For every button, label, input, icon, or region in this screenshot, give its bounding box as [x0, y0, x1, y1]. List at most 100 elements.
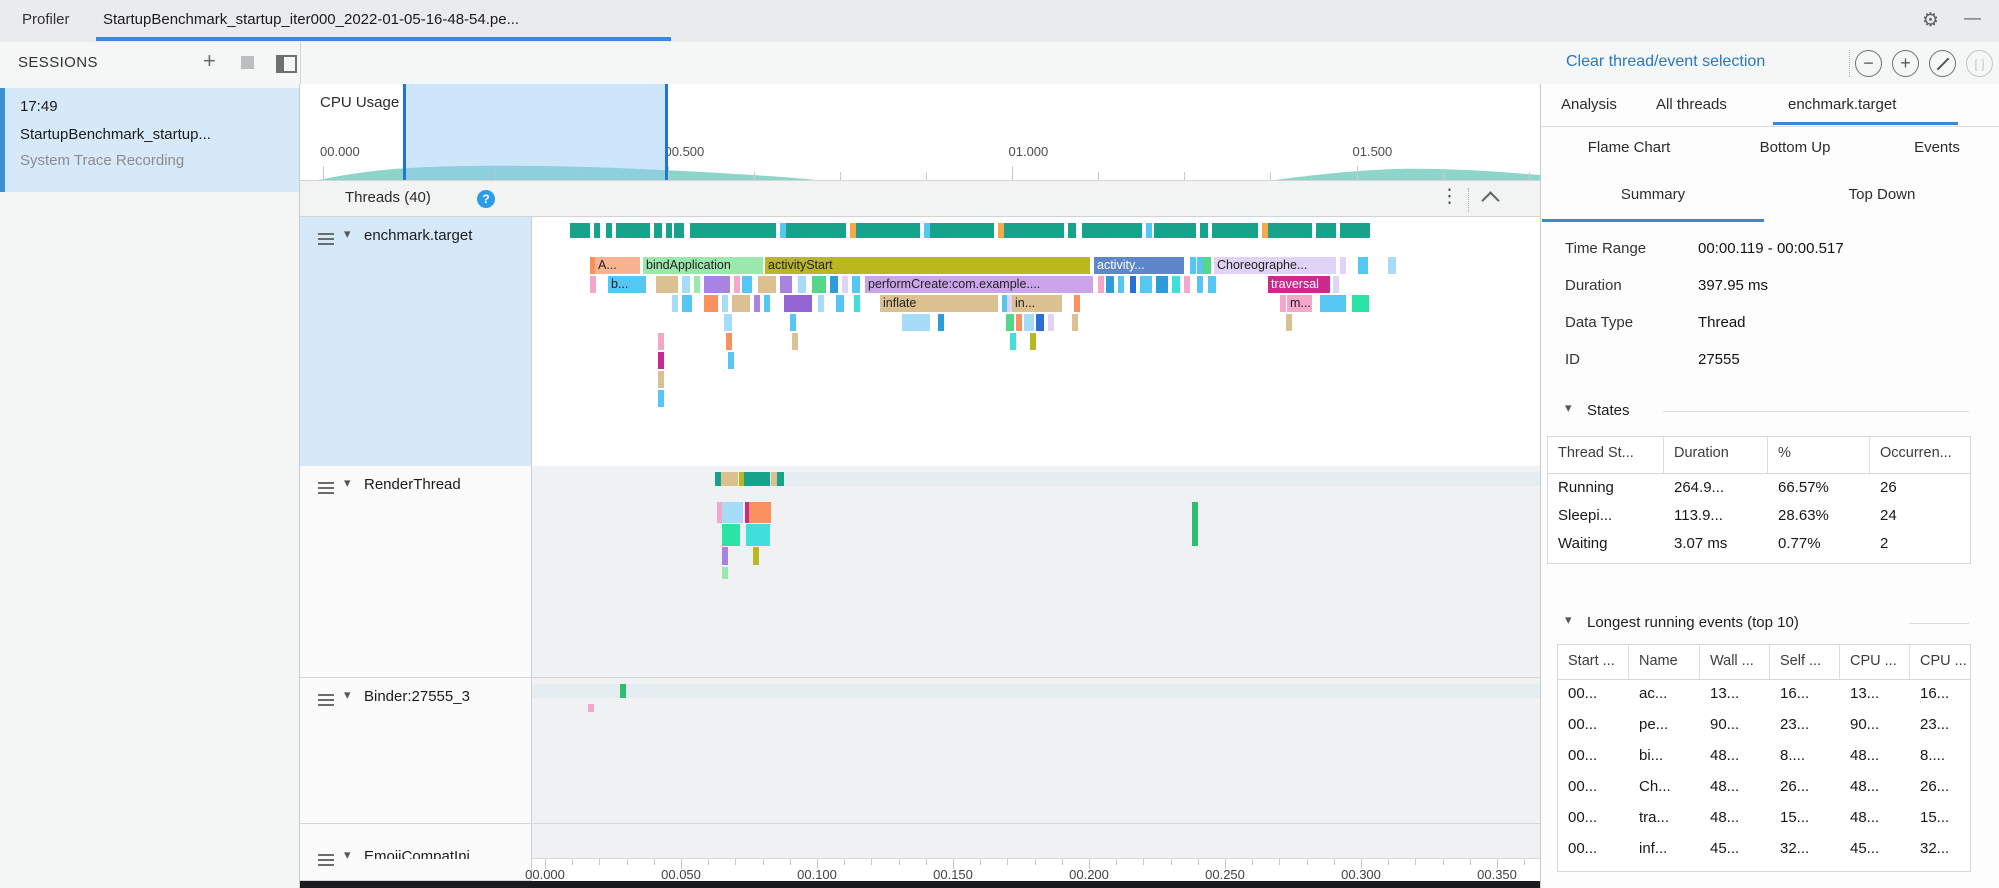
trace-event-tick[interactable]	[722, 502, 743, 523]
trace-event-tick[interactable]	[790, 314, 796, 331]
trace-event[interactable]: bindApplication	[643, 257, 763, 274]
trace-event-tick[interactable]	[726, 333, 732, 350]
table-cell[interactable]: 0.77%	[1778, 535, 1821, 552]
table-cell[interactable]: bi...	[1639, 747, 1664, 764]
table-cell[interactable]: 48...	[1850, 778, 1880, 795]
table-cell[interactable]: 13...	[1710, 685, 1740, 702]
trace-event[interactable]: activity...	[1094, 257, 1184, 274]
minimize-icon[interactable]: —	[1964, 8, 1981, 27]
table-cell[interactable]: inf...	[1639, 840, 1668, 857]
table-cell[interactable]: 66.57%	[1778, 479, 1829, 496]
collapse-panel-icon[interactable]	[276, 55, 297, 73]
trace-event-tick[interactable]	[842, 276, 848, 293]
trace-event-tick[interactable]	[721, 472, 738, 486]
trace-event-tick[interactable]	[734, 276, 740, 293]
thread-row-binder-27555-3[interactable]: ▾ Binder:27555_3	[300, 678, 1540, 824]
table-cell[interactable]: Ch...	[1639, 778, 1671, 795]
trace-event-tick[interactable]	[1004, 223, 1064, 238]
trace-event-tick[interactable]	[722, 547, 728, 565]
table-cell[interactable]: 13...	[1850, 685, 1880, 702]
trace-event[interactable]: Choreographe...	[1214, 257, 1336, 274]
trace-event-tick[interactable]	[532, 684, 1540, 698]
table-cell[interactable]: 23...	[1920, 716, 1950, 733]
trace-event-tick[interactable]	[1172, 276, 1180, 293]
column-header[interactable]: Duration	[1664, 437, 1768, 473]
trace-event-tick[interactable]	[746, 524, 770, 546]
trace-event-tick[interactable]	[722, 295, 728, 312]
trace-event-tick[interactable]	[1184, 276, 1190, 293]
trace-event-tick[interactable]	[1340, 257, 1346, 274]
trace-event-tick[interactable]	[682, 295, 692, 312]
trace-event-tick[interactable]	[1106, 276, 1114, 293]
trace-event-tick[interactable]	[1358, 257, 1368, 274]
table-cell[interactable]: Sleepi...	[1558, 507, 1613, 524]
caret-down-icon[interactable]: ▾	[344, 687, 351, 702]
clear-selection-link[interactable]: Clear thread/event selection	[1566, 53, 1766, 70]
session-list-item[interactable]: 17:49 StartupBenchmark_startup... System…	[0, 88, 299, 192]
trace-event-tick[interactable]	[1320, 295, 1346, 312]
trace-event-tick[interactable]	[570, 223, 590, 238]
profiler-menu-label[interactable]: Profiler	[22, 11, 70, 28]
caret-down-icon[interactable]: ▾	[1565, 612, 1572, 627]
table-cell[interactable]: 8....	[1920, 747, 1946, 764]
trace-event-tick[interactable]	[749, 502, 771, 523]
trace-event-tick[interactable]	[1388, 257, 1396, 274]
table-cell[interactable]: 16...	[1920, 685, 1950, 702]
trace-event-tick[interactable]	[739, 472, 745, 486]
thread-row-enchmark-target[interactable]: ▾ enchmark.target A... bindApplication activ…	[300, 217, 1540, 466]
trace-event-tick[interactable]	[1286, 314, 1292, 331]
trace-event-tick[interactable]	[1352, 295, 1369, 312]
trace-event-tick[interactable]	[1130, 276, 1136, 293]
trace-event-tick[interactable]	[1002, 295, 1008, 312]
table-cell[interactable]: Running	[1558, 479, 1614, 496]
table-cell[interactable]: 45...	[1710, 840, 1740, 857]
table-cell[interactable]: ac...	[1639, 685, 1668, 702]
trace-event-tick[interactable]	[1208, 276, 1216, 293]
caret-down-icon[interactable]: ▾	[1565, 400, 1572, 415]
table-cell[interactable]: tra...	[1639, 809, 1670, 826]
trace-event-tick[interactable]	[1262, 223, 1268, 238]
trace-event-tick[interactable]	[724, 314, 732, 331]
trace-event-tick[interactable]	[717, 502, 723, 523]
table-cell[interactable]: 48...	[1710, 778, 1740, 795]
trace-event-tick[interactable]	[930, 223, 994, 238]
table-cell[interactable]: 48...	[1850, 809, 1880, 826]
trace-event[interactable]: inflate	[880, 295, 998, 312]
trace-event-tick[interactable]	[590, 276, 596, 293]
trace-event-tick[interactable]	[728, 352, 734, 369]
trace-event-tick[interactable]	[658, 333, 664, 350]
trace-event-tick[interactable]	[938, 314, 944, 331]
trace-event-tick[interactable]	[754, 295, 760, 312]
trace-event-tick[interactable]	[666, 223, 672, 238]
trace-event-tick[interactable]	[674, 223, 684, 238]
trace-event-tick[interactable]	[786, 223, 846, 238]
column-header[interactable]: Name	[1629, 645, 1700, 679]
trace-event-tick[interactable]	[732, 295, 750, 312]
table-cell[interactable]: 45...	[1850, 840, 1880, 857]
trace-event-tick[interactable]	[836, 295, 844, 312]
gear-icon[interactable]: ⚙	[1922, 10, 1940, 31]
trace-event-tick[interactable]	[658, 352, 664, 369]
range-selection[interactable]	[403, 84, 668, 180]
trace-event-tick[interactable]	[1197, 276, 1203, 293]
trace-event-tick[interactable]	[1203, 257, 1211, 274]
trace-event-tick[interactable]	[777, 472, 784, 486]
trace-event-tick[interactable]	[744, 472, 770, 486]
trace-event[interactable]: b...	[608, 276, 646, 293]
trace-event-tick[interactable]	[1268, 223, 1312, 238]
trace-event-tick[interactable]	[694, 276, 700, 293]
table-cell[interactable]: 15...	[1920, 809, 1950, 826]
trace-event-tick[interactable]	[780, 223, 786, 238]
trace-event-tick[interactable]	[856, 223, 920, 238]
drag-handle-icon[interactable]	[318, 694, 334, 696]
trace-event-tick[interactable]	[620, 684, 626, 698]
trace-event-tick[interactable]	[654, 223, 662, 238]
trace-event-tick[interactable]	[1140, 276, 1152, 293]
cpu-usage-track[interactable]: CPU Usage 00.000 00.500 01.000 01.500	[300, 84, 1540, 180]
tab-analysis[interactable]: Analysis	[1561, 96, 1617, 113]
trace-event-tick[interactable]	[704, 295, 718, 312]
trace-event-tick[interactable]	[1098, 276, 1104, 293]
trace-event-tick[interactable]	[722, 524, 740, 546]
trace-event-tick[interactable]	[924, 223, 930, 238]
table-cell[interactable]: 8....	[1780, 747, 1806, 764]
